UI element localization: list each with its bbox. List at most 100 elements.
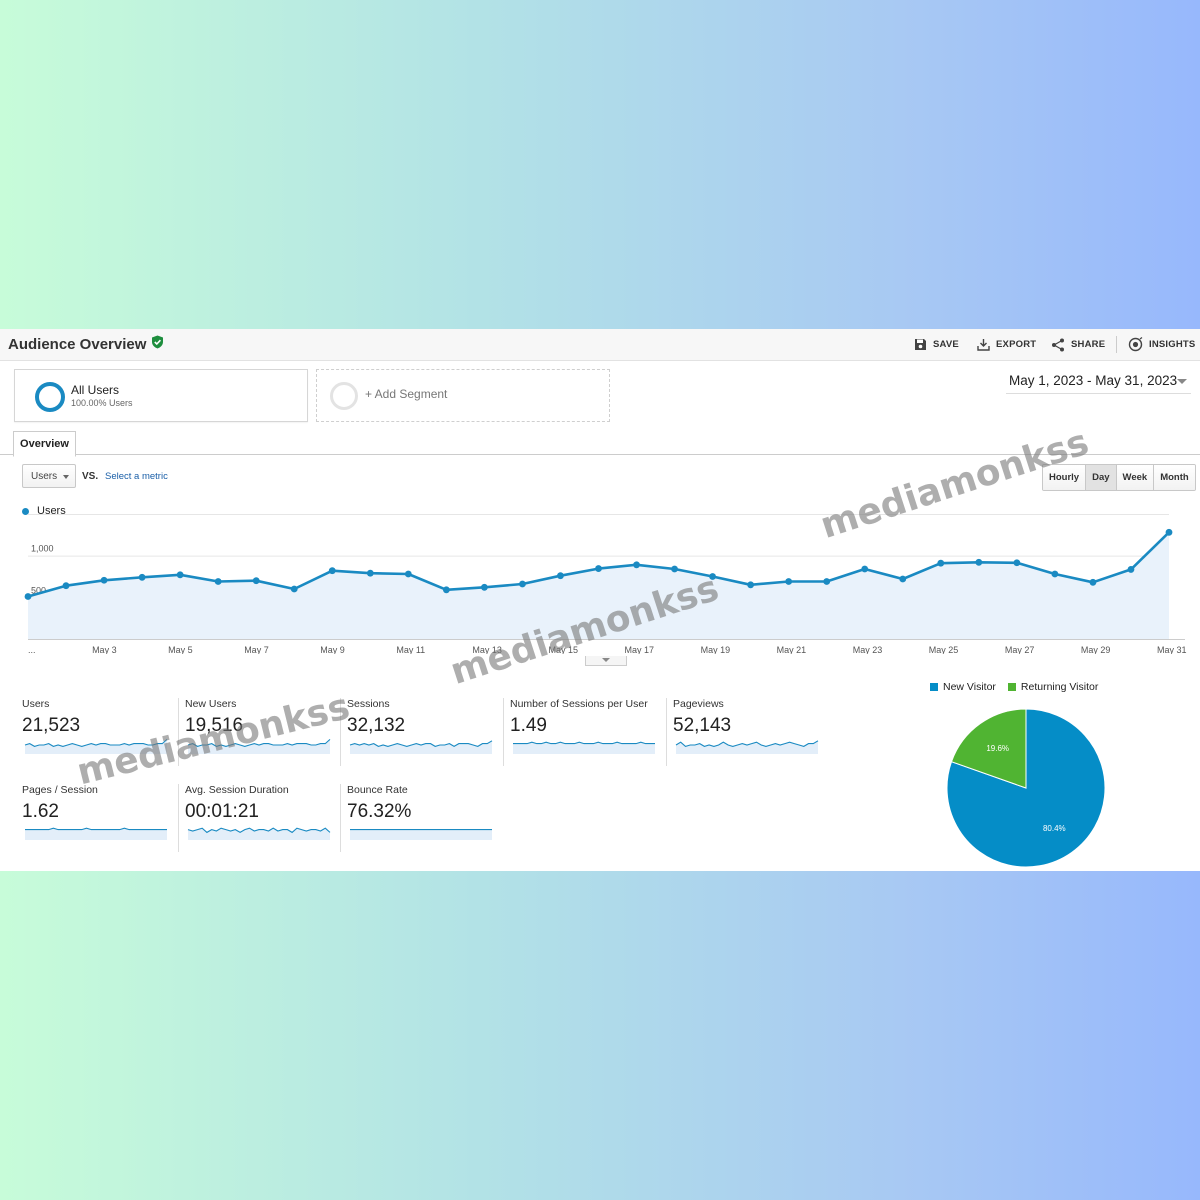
data-point-may-23[interactable] (861, 565, 869, 573)
chart-expand-toggle[interactable] (585, 656, 627, 666)
data-point-may-11[interactable] (404, 570, 412, 578)
data-point-may-12[interactable] (442, 586, 450, 594)
metric-pages-session[interactable]: Pages / Session 1.62 (22, 784, 170, 850)
metric-divider (178, 784, 179, 852)
page-title: Audience Overview (8, 335, 164, 353)
metric-bounce-rate[interactable]: Bounce Rate 76.32% (340, 784, 495, 852)
metric-label: Pageviews (673, 698, 724, 710)
returning-visitor-swatch (1007, 683, 1016, 691)
add-segment-button[interactable]: + Add Segment (316, 369, 610, 422)
chevron-down-icon (602, 658, 610, 662)
granularity-week[interactable]: Week (1115, 465, 1154, 490)
data-point-may-18[interactable] (671, 565, 678, 573)
data-point-may-9[interactable] (328, 567, 336, 575)
metric-users[interactable]: Users 21,523 (22, 698, 170, 764)
sparkline-line (349, 740, 493, 748)
save-button[interactable]: SAVE (914, 329, 959, 360)
sparkline-area (25, 828, 167, 840)
metric-divider (340, 698, 341, 766)
granularity-day[interactable]: Day (1085, 465, 1116, 490)
metric-sparkline (350, 829, 492, 840)
metric-pageviews[interactable]: Pageviews 52,143 (666, 698, 821, 766)
ga-audience-overview: Audience Overview SAVE EXPORT SHARE INSI… (0, 329, 1200, 871)
data-point-may-15[interactable] (557, 572, 564, 580)
data-point-may-1[interactable] (24, 593, 32, 600)
data-point-may-24[interactable] (899, 575, 907, 583)
data-point-may-4[interactable] (138, 573, 146, 581)
data-point-may-10[interactable] (366, 569, 374, 577)
data-point-may-17[interactable] (633, 561, 640, 569)
data-point-may-14[interactable] (519, 580, 526, 588)
sparkline-area (188, 739, 330, 754)
data-point-may-3[interactable] (100, 576, 108, 584)
x-tick-label: May 3 (92, 645, 117, 654)
date-range-picker[interactable]: May 1, 2023 - May 31, 2023 (1006, 371, 1191, 394)
sparkline-line (187, 827, 331, 834)
share-button[interactable]: SHARE (1051, 329, 1105, 360)
metric-avg-session-duration[interactable]: Avg. Session Duration 00:01:21 (178, 784, 333, 852)
metric-value: 1.49 (510, 715, 547, 736)
x-tick-label: May 7 (244, 645, 269, 654)
metric-select[interactable]: Users (22, 464, 76, 488)
metric-sparkline (187, 738, 331, 754)
data-point-may-5[interactable] (176, 571, 184, 579)
metric-new-users[interactable]: New Users 19,516 (178, 698, 333, 766)
data-point-may-26[interactable] (975, 558, 983, 566)
data-point-may-31[interactable] (1165, 528, 1173, 536)
share-icon (1051, 338, 1065, 352)
data-point-may-30[interactable] (1127, 566, 1135, 573)
legend-new-visitor: New Visitor (930, 681, 996, 693)
insights-button[interactable]: INSIGHTS (1128, 329, 1195, 360)
data-point-may-8[interactable] (290, 585, 298, 593)
metric-label: Number of Sessions per User (510, 698, 648, 710)
x-tick-label: May 9 (320, 645, 345, 654)
metric-number-of-sessions-per-user[interactable]: Number of Sessions per User 1.49 (503, 698, 658, 766)
metric-value: 32,132 (347, 715, 406, 736)
data-point-may-7[interactable] (252, 577, 260, 585)
metric-value: 52,143 (673, 715, 732, 736)
data-point-may-21[interactable] (785, 578, 793, 585)
x-tick-label: May 25 (929, 645, 959, 654)
y-tick-label: 500 (31, 585, 46, 595)
data-point-may-16[interactable] (595, 565, 602, 572)
x-tick-label: May 17 (625, 645, 655, 654)
metric-value: 21,523 (22, 715, 81, 736)
sparkline-line (24, 738, 168, 747)
data-point-may-2[interactable] (62, 582, 70, 590)
data-point-may-6[interactable] (214, 578, 222, 585)
legend-returning-visitor: Returning Visitor (1007, 681, 1098, 693)
pie-slice-returning-visitor[interactable] (950, 708, 1027, 789)
metric-sessions[interactable]: Sessions 32,132 (340, 698, 495, 766)
y-tick-label: 1,000 (31, 544, 54, 554)
save-icon (914, 338, 927, 351)
insights-icon (1128, 337, 1143, 352)
metric-sparkline (513, 741, 655, 754)
sparkline-area (25, 739, 167, 754)
select-metric-link[interactable]: Select a metric (105, 471, 168, 482)
vs-label: VS. (82, 471, 99, 482)
visitor-pie-chart: 80.4% 19.6% (946, 708, 1106, 868)
data-point-may-13[interactable] (481, 583, 488, 591)
sparkline-area (350, 829, 492, 840)
data-point-may-19[interactable] (709, 573, 716, 580)
data-point-may-29[interactable] (1089, 578, 1097, 586)
segment-name: All Users (71, 383, 120, 397)
data-point-may-25[interactable] (937, 559, 945, 567)
metric-label: New Users (185, 698, 237, 710)
sparkline-line (187, 738, 331, 747)
dropdown-arrow-icon (63, 475, 69, 479)
export-button[interactable]: EXPORT (977, 329, 1036, 360)
segment-all-users[interactable]: All Users 100.00% Users (14, 369, 308, 422)
report-header: Audience Overview SAVE EXPORT SHARE INSI… (0, 329, 1200, 361)
x-tick-label: May 31 (1157, 645, 1187, 654)
tab-overview[interactable]: Overview (13, 431, 76, 457)
data-point-may-28[interactable] (1051, 570, 1059, 578)
granularity-month[interactable]: Month (1153, 465, 1195, 490)
data-point-may-20[interactable] (747, 581, 755, 589)
data-point-may-22[interactable] (823, 578, 831, 585)
data-point-may-27[interactable] (1013, 559, 1021, 567)
metric-sparkline (349, 740, 493, 754)
x-tick-label: May 13 (472, 645, 502, 654)
x-tick-label: May 27 (1005, 645, 1035, 654)
granularity-hourly[interactable]: Hourly (1043, 465, 1086, 490)
